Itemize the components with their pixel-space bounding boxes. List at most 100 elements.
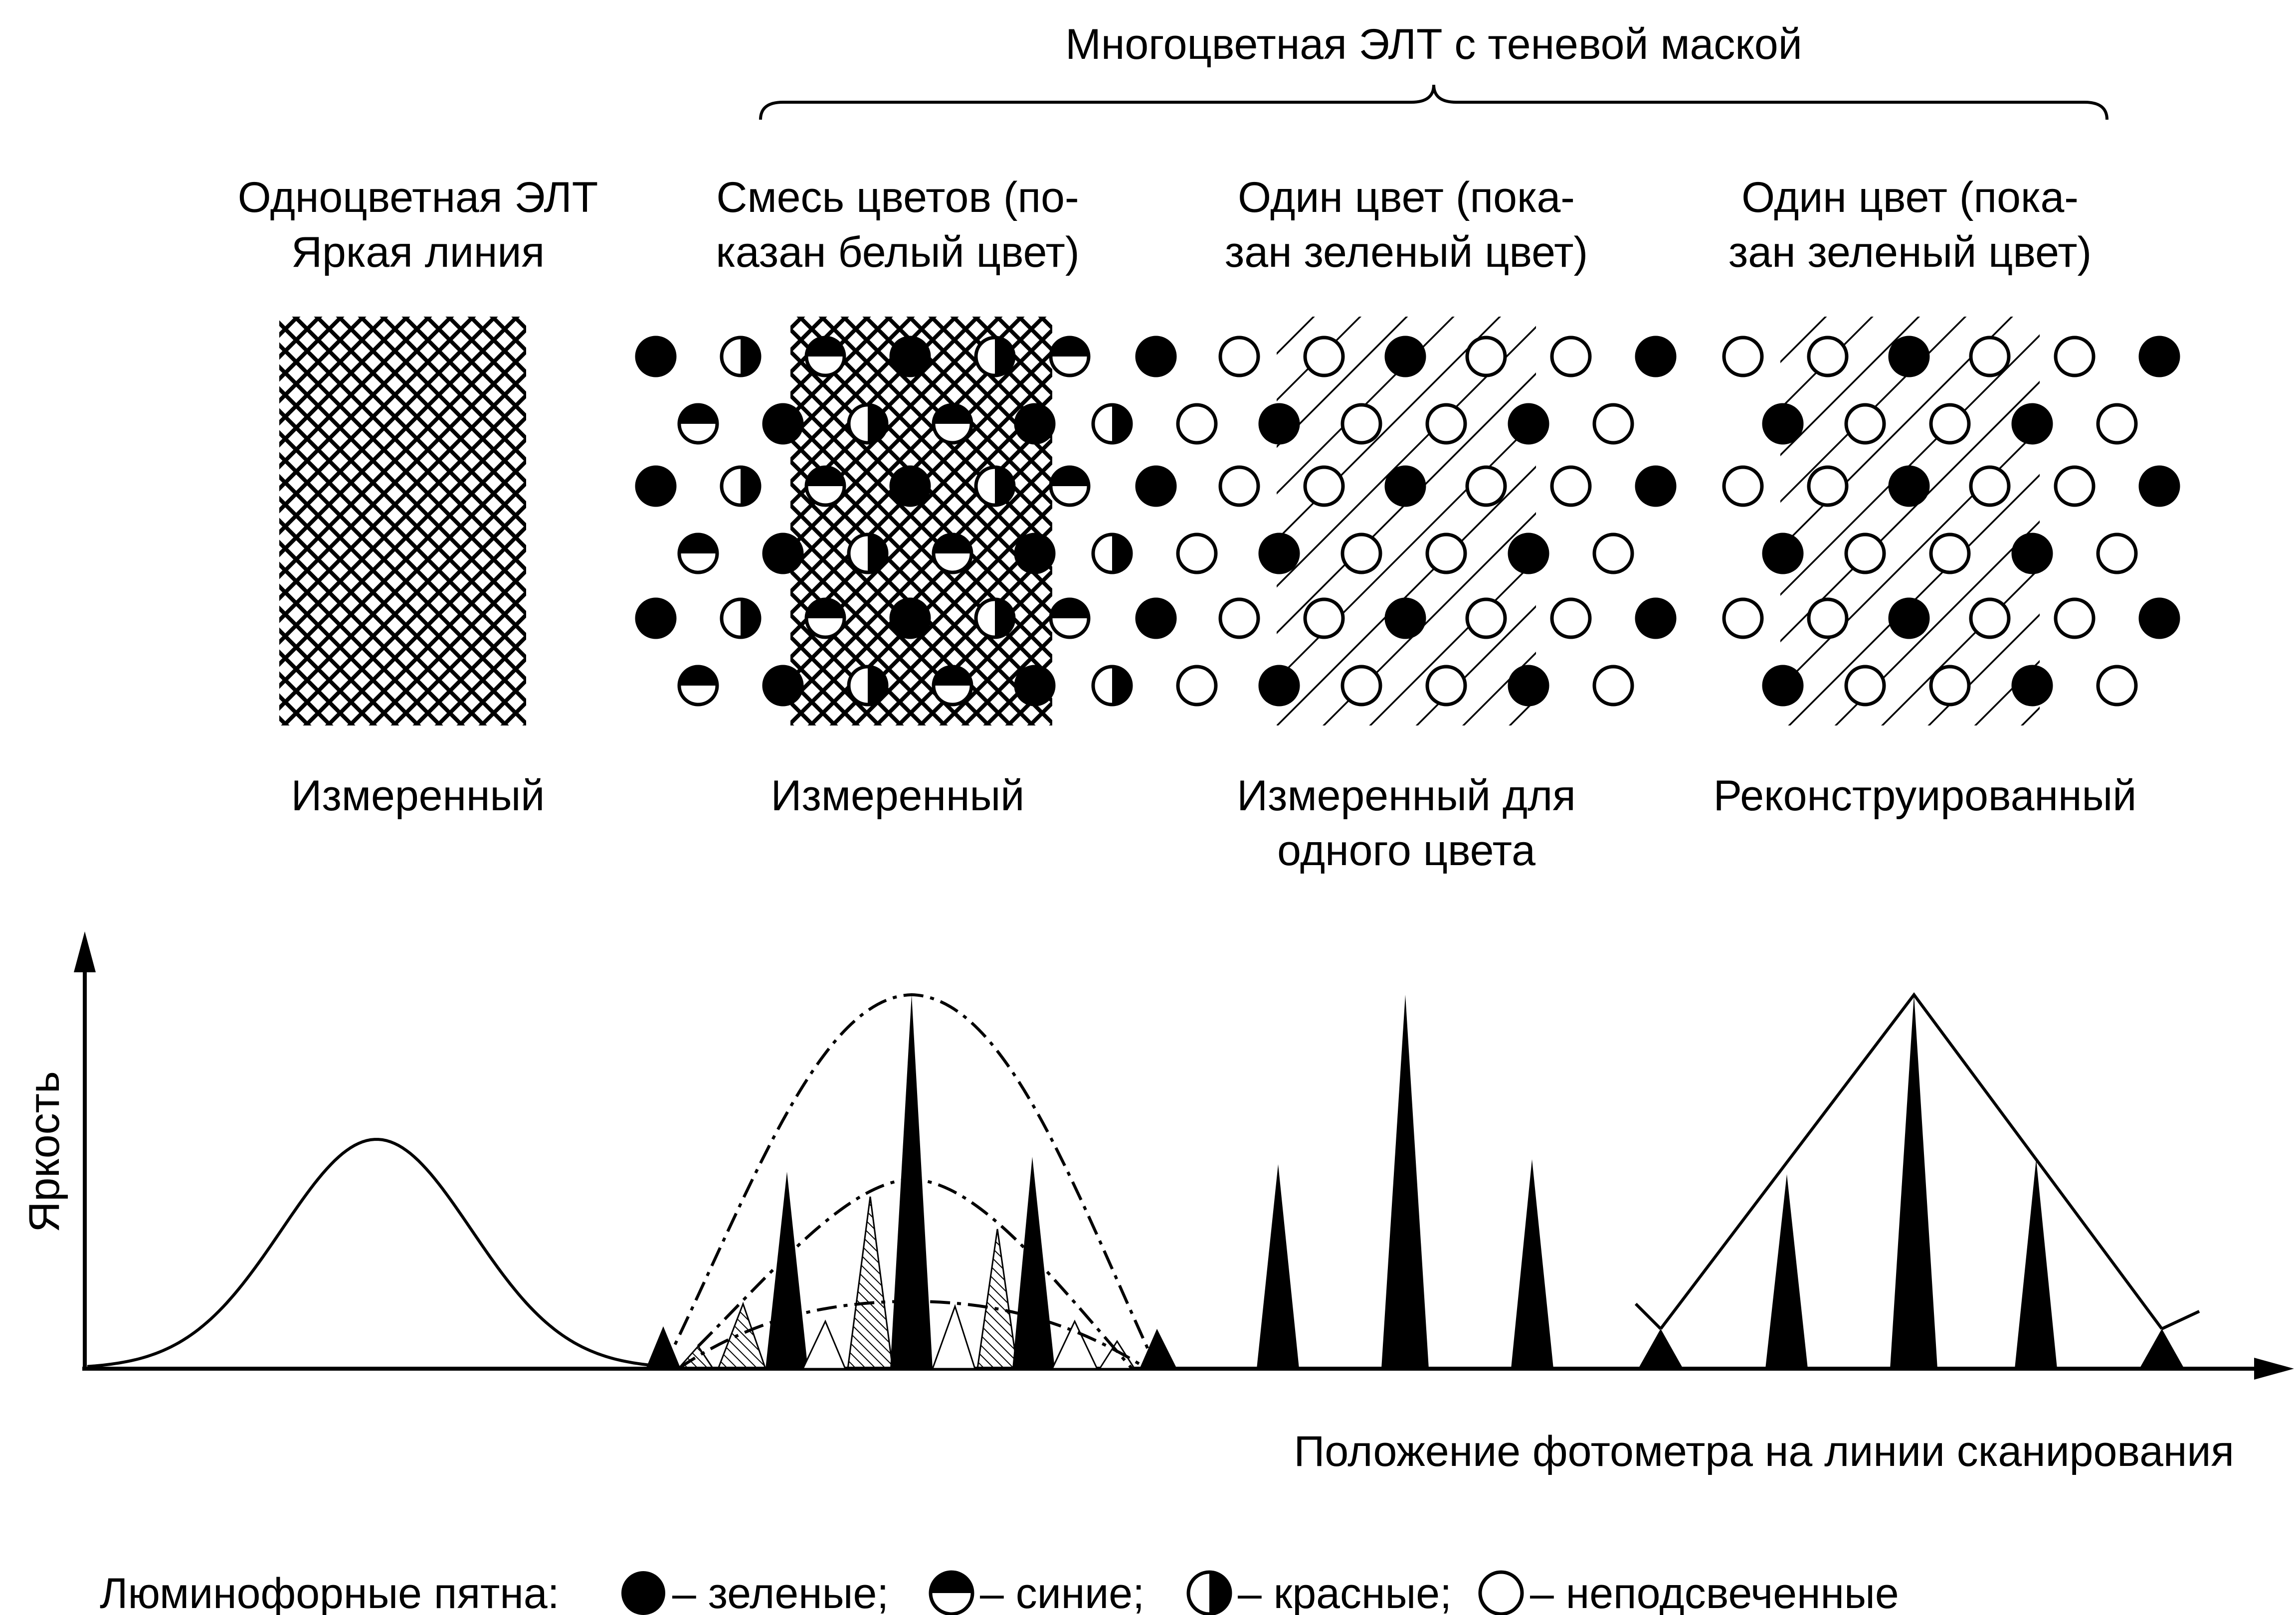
phosphor-dot-red — [720, 597, 762, 639]
phosphor-dot-green — [2138, 597, 2180, 639]
svg-text:казан белый цвет): казан белый цвет) — [716, 228, 1079, 276]
single-color-measured-profile — [1257, 995, 1553, 1369]
phosphor-dot-green — [2011, 665, 2053, 707]
svg-text:Одноцветная ЭЛТ: Одноцветная ЭЛТ — [238, 174, 598, 221]
legend-unlit-symbol — [1478, 1570, 1524, 1615]
phosphor-dot-green — [1508, 665, 1549, 707]
phosphor-dot-green — [635, 336, 677, 377]
phosphor-dot-green — [762, 665, 804, 707]
phosphor-dot-green — [1635, 465, 1677, 507]
phosphor-dot-green — [1014, 533, 1056, 574]
svg-text:Яркая линия: Яркая линия — [291, 228, 545, 276]
panel-4-header: Один цвет (пока- зан зеленый цвет) — [1728, 174, 2092, 276]
phosphor-dot-green — [1135, 597, 1177, 639]
phosphor-dot-green — [889, 336, 931, 377]
phosphor-dot-green — [1888, 336, 1930, 377]
green-envelope — [662, 993, 1158, 1370]
svg-text:одного цвета: одного цвета — [1277, 827, 1535, 875]
phosphor-dot-unlit — [1425, 533, 1467, 574]
phosphor-dot-green — [1888, 465, 1930, 507]
phosphor-dot-green — [1635, 597, 1677, 639]
mono-bright-line — [279, 317, 526, 725]
phosphor-dot-blue — [677, 533, 719, 574]
phosphor-dot-blue — [677, 665, 719, 707]
reconstructed-profile — [1634, 992, 2200, 1369]
phosphor-dot-unlit — [1218, 465, 1260, 507]
phosphor-dot-red — [847, 665, 889, 707]
phosphor-dot-red — [974, 465, 1016, 507]
phosphor-dot-red — [847, 403, 889, 445]
phosphor-dot-unlit — [1592, 533, 1634, 574]
phosphor-dot-green — [1258, 403, 1300, 445]
single-color-line-measured — [1277, 317, 1536, 725]
phosphor-dot-unlit — [1929, 403, 1971, 445]
y-axis-arrow — [74, 931, 96, 972]
phosphor-dot-green — [889, 597, 931, 639]
phosphor-dot-green — [635, 465, 677, 507]
legend-blue-text: – синие; — [980, 1570, 1145, 1615]
phosphor-dot-unlit — [1969, 336, 2011, 377]
phosphor-dot-unlit — [1465, 336, 1507, 377]
legend-unlit-text: – неподсвеченные — [1530, 1570, 1899, 1615]
legend-prefix: Люминофорные пятна: — [100, 1570, 560, 1615]
phosphor-dot-green — [1888, 597, 1930, 639]
phosphor-dot-red — [1091, 533, 1133, 574]
phosphor-dot-green — [1762, 403, 1804, 445]
phosphor-dot-unlit — [1969, 465, 2011, 507]
panel-3-footer: Измеренный для одного цвета — [1237, 772, 1576, 875]
phosphor-dot-unlit — [1303, 465, 1345, 507]
phosphor-dot-unlit — [1340, 665, 1382, 707]
title-brace — [759, 84, 2108, 120]
phosphor-dot-green — [1635, 336, 1677, 377]
phosphor-dot-unlit — [1722, 465, 1764, 507]
phosphor-dot-unlit — [1176, 533, 1218, 574]
phosphor-dot-blue — [804, 465, 846, 507]
phosphor-dot-unlit — [1807, 336, 1849, 377]
panel-1-footer: Измеренный — [291, 772, 545, 820]
phosphor-dot-blue — [932, 665, 973, 707]
diagram-title: Многоцветная ЭЛТ с теневой маской — [1065, 20, 1802, 68]
phosphor-dot-green — [1135, 465, 1177, 507]
phosphor-dot-blue — [1049, 336, 1091, 377]
phosphor-dot-green — [2011, 533, 2053, 574]
legend-green-symbol — [621, 1571, 665, 1615]
phosphor-dot-green — [1014, 403, 1056, 445]
phosphor-dot-blue — [932, 533, 973, 574]
panel-2-footer: Измеренный — [771, 772, 1025, 820]
svg-text:зан зеленый цвет): зан зеленый цвет) — [1225, 228, 1588, 276]
phosphor-dot-green — [1014, 665, 1056, 707]
x-axis-label: Положение фотометра на линии сканировани… — [1294, 1428, 2234, 1475]
phosphor-dot-red — [720, 336, 762, 377]
phosphor-dot-unlit — [1592, 665, 1634, 707]
phosphor-dot-unlit — [2054, 336, 2096, 377]
phosphor-dot-unlit — [1340, 533, 1382, 574]
phosphor-dot-green — [2138, 336, 2180, 377]
phosphor-dot-grid — [635, 336, 2180, 707]
phosphor-dot-green — [889, 465, 931, 507]
red-envelope — [697, 1177, 1134, 1370]
phosphor-dot-red — [974, 336, 1016, 377]
phosphor-dot-unlit — [1218, 597, 1260, 639]
phosphor-dot-green — [1384, 465, 1426, 507]
phosphor-dot-unlit — [1722, 336, 1764, 377]
phosphor-dot-unlit — [1176, 665, 1218, 707]
phosphor-dot-green — [635, 597, 677, 639]
legend-green-text: – зеленые; — [672, 1570, 889, 1615]
phosphor-dot-green — [762, 533, 804, 574]
phosphor-dot-unlit — [1844, 665, 1886, 707]
phosphor-dot-unlit — [1425, 665, 1467, 707]
phosphor-dot-unlit — [1722, 597, 1764, 639]
phosphor-dot-green — [1258, 665, 1300, 707]
single-color-line-reconstructed — [1780, 317, 2040, 725]
phosphor-dot-red — [720, 465, 762, 507]
panel-4-footer: Реконструированный — [1714, 772, 2137, 820]
phosphor-dot-unlit — [1807, 465, 1849, 507]
phosphor-dot-unlit — [1176, 403, 1218, 445]
phosphor-dot-unlit — [1592, 403, 1634, 445]
phosphor-dot-green — [1258, 533, 1300, 574]
phosphor-dot-unlit — [1844, 403, 1886, 445]
phosphor-dot-blue — [1049, 465, 1091, 507]
svg-text:Измеренный для: Измеренный для — [1237, 772, 1576, 820]
svg-text:Один цвет (пока-: Один цвет (пока- — [1741, 174, 2079, 221]
